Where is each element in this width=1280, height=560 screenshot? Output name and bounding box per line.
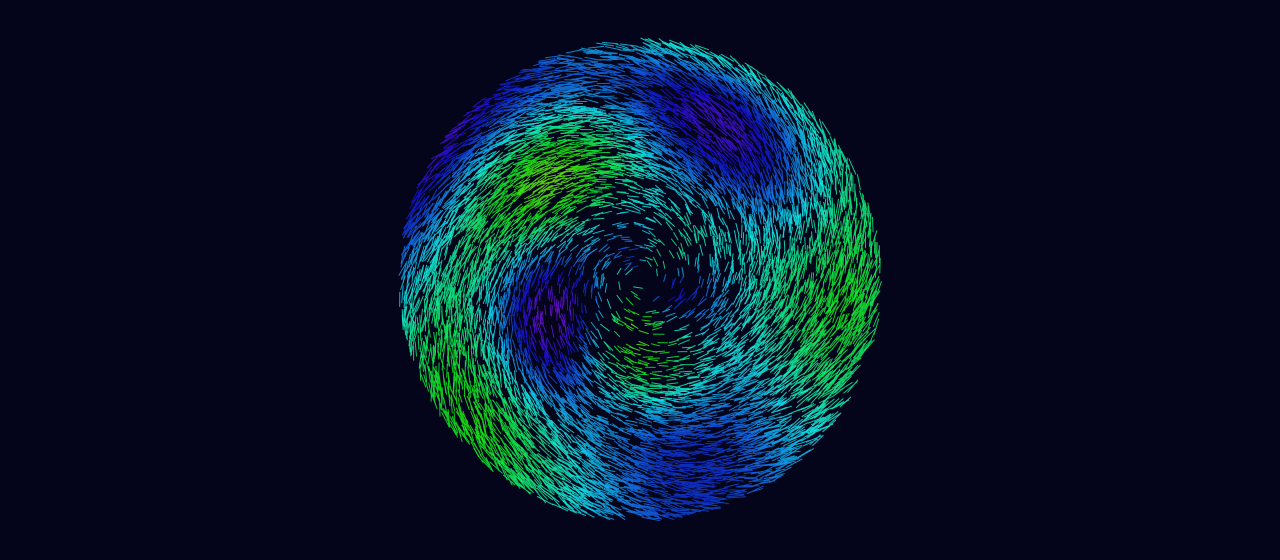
stroke-group [423,138,873,472]
stroke-group [537,295,565,338]
stroke-group [401,38,842,512]
stroke-group [511,151,660,358]
stroke-group [400,41,814,517]
swirl [398,37,882,521]
stroke-group [400,45,809,521]
stroke-group [529,166,646,346]
stroke-group [416,92,761,360]
stroke-group [408,123,865,493]
stroke-group [532,285,572,344]
stroke-group [403,119,857,504]
stroke-group [426,101,748,353]
